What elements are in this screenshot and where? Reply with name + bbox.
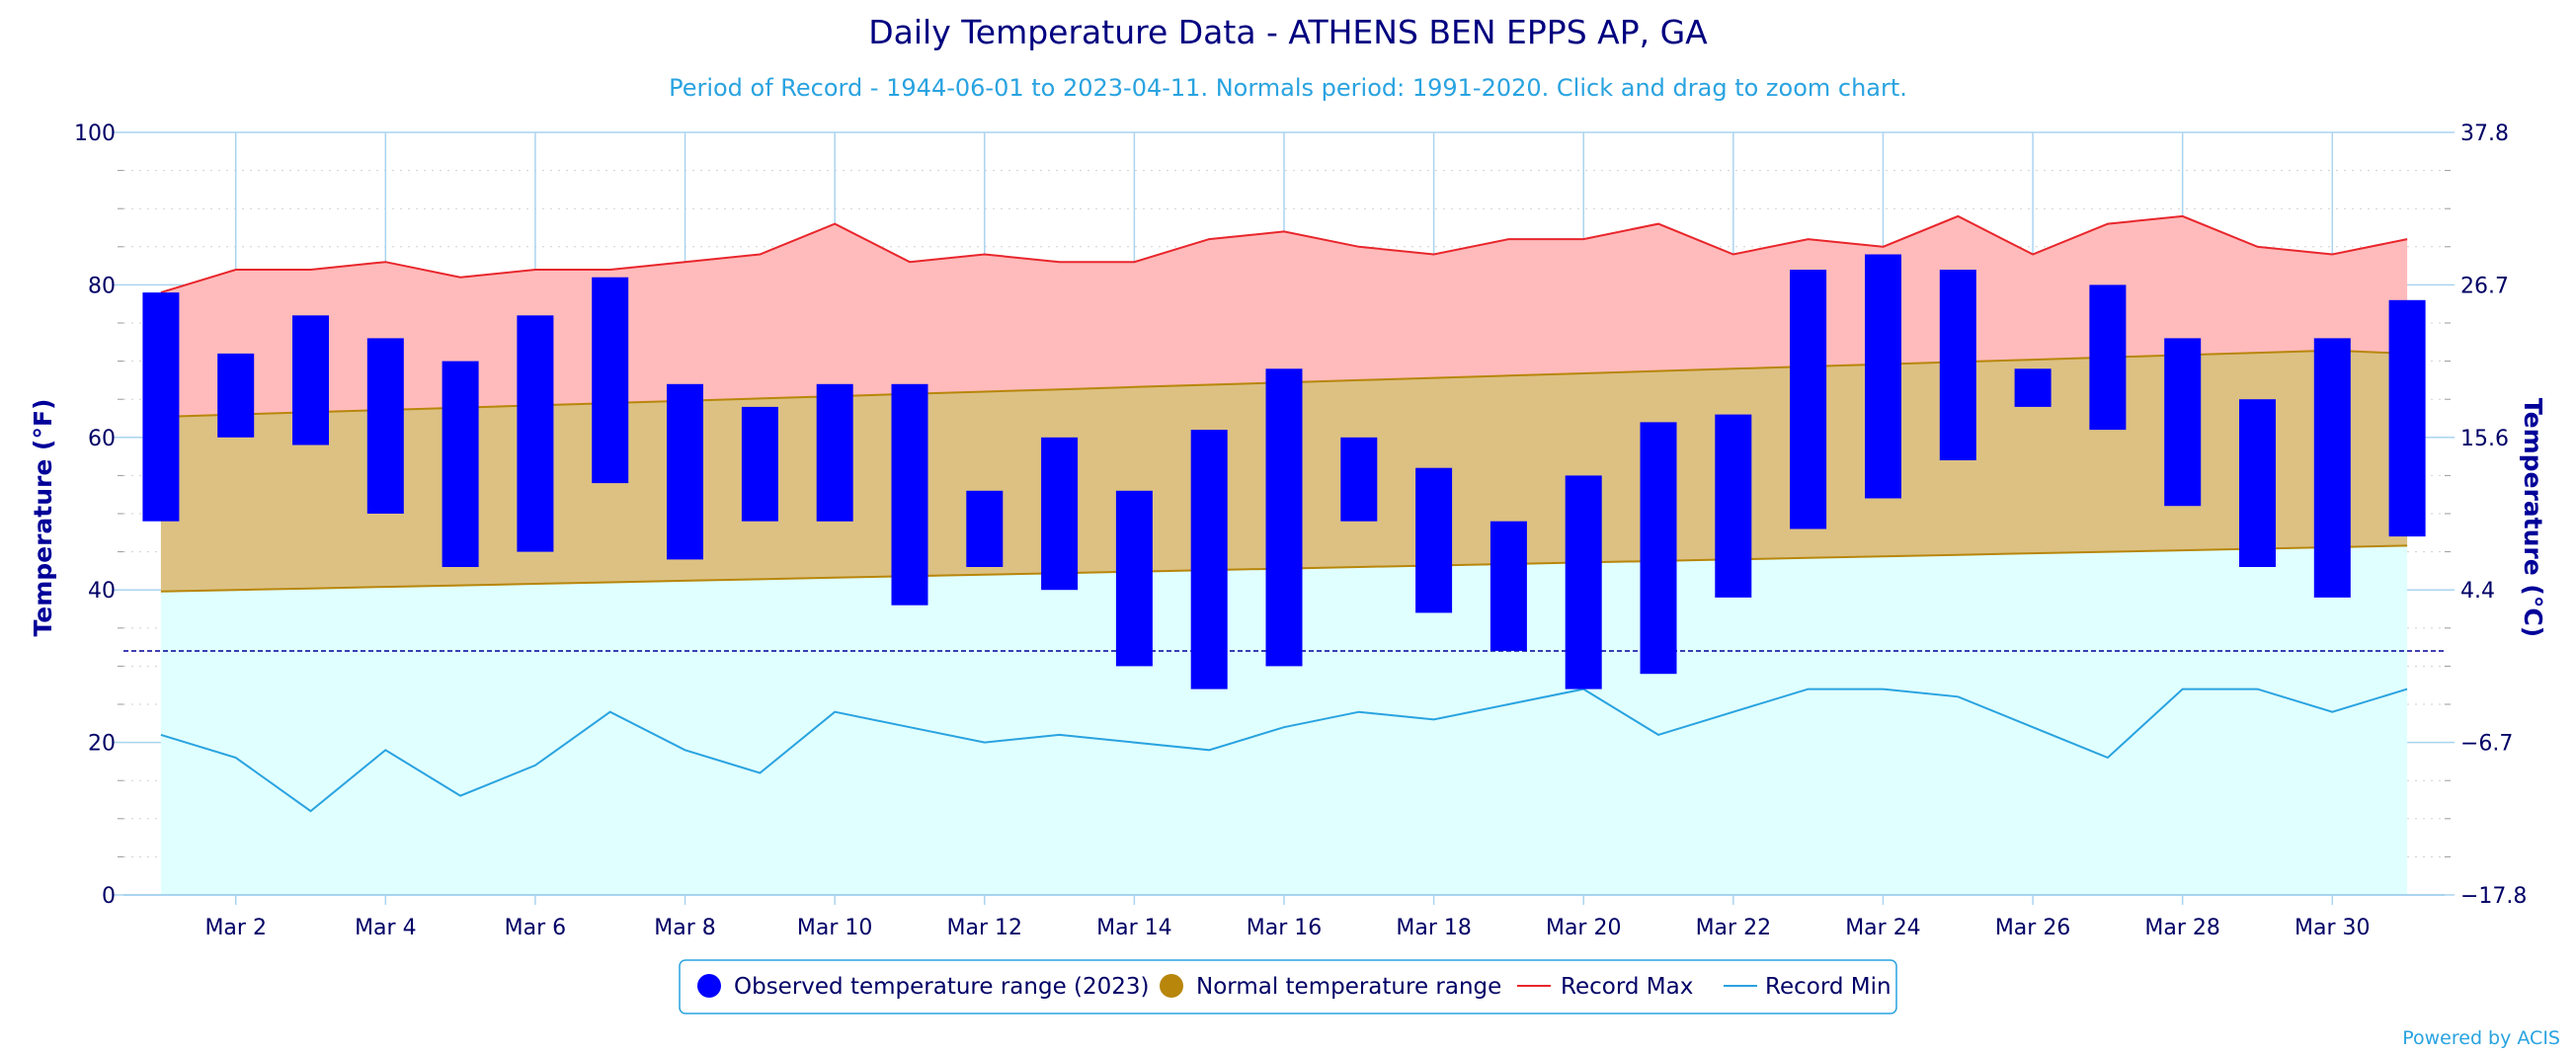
y-axis-title-left: Temperature (°F) bbox=[29, 399, 57, 637]
y-tick-label-left: 40 bbox=[88, 579, 116, 604]
x-tick-label: Mar 14 bbox=[1096, 916, 1172, 940]
observed-bar-day-22 bbox=[1715, 414, 1752, 598]
observed-bar-day-6 bbox=[517, 315, 554, 552]
observed-bar-day-10 bbox=[816, 383, 853, 522]
observed-bar-day-25 bbox=[1939, 270, 1976, 460]
observed-bar-day-23 bbox=[1790, 270, 1827, 529]
chart-subtitle: Period of Record - 1944-06-01 to 2023-04… bbox=[669, 74, 1907, 102]
observed-bar-day-14 bbox=[1115, 490, 1153, 667]
legend-observed-symbol bbox=[697, 974, 721, 998]
y-tick-label-left: 80 bbox=[88, 274, 116, 298]
observed-bar-day-18 bbox=[1415, 467, 1453, 613]
observed-bar-day-13 bbox=[1041, 437, 1079, 591]
legend-normal-label[interactable]: Normal temperature range bbox=[1196, 974, 1501, 1000]
observed-bar-day-19 bbox=[1489, 521, 1527, 651]
observed-bar-day-3 bbox=[292, 315, 329, 446]
observed-bar-day-16 bbox=[1265, 368, 1303, 667]
x-tick-label: Mar 26 bbox=[1995, 916, 2071, 940]
observed-bar-day-7 bbox=[592, 277, 629, 484]
chart-legend[interactable]: Observed temperature range (2023) Normal… bbox=[679, 959, 1897, 1014]
x-tick-label: Mar 16 bbox=[1247, 916, 1323, 940]
observed-bar-day-9 bbox=[741, 406, 778, 522]
y-tick-label-right: 37.8 bbox=[2460, 122, 2509, 146]
below-normal-area bbox=[160, 545, 2408, 895]
y-tick-label-left: 100 bbox=[74, 122, 116, 146]
legend-record-min-label[interactable]: Record Min bbox=[1765, 974, 1892, 1000]
observed-bar-day-1 bbox=[142, 292, 180, 522]
x-tick-label: Mar 22 bbox=[1696, 916, 1772, 940]
x-tick-label: Mar 12 bbox=[947, 916, 1023, 940]
chart-title: Daily Temperature Data - ATHENS BEN EPPS… bbox=[868, 13, 1708, 51]
observed-bar-day-29 bbox=[2239, 399, 2276, 567]
y-tick-label-left: 20 bbox=[88, 732, 116, 757]
observed-bar-day-28 bbox=[2164, 338, 2202, 507]
legend-box bbox=[679, 959, 1897, 1014]
x-tick-label: Mar 10 bbox=[797, 916, 873, 940]
observed-bar-day-8 bbox=[667, 383, 703, 560]
observed-bar-day-31 bbox=[2388, 299, 2426, 537]
x-tick-label: Mar 20 bbox=[1546, 916, 1622, 940]
x-tick-label: Mar 4 bbox=[355, 916, 417, 940]
x-tick-label: Mar 2 bbox=[204, 916, 267, 940]
observed-bar-day-5 bbox=[442, 361, 479, 567]
y-tick-label-right: 4.4 bbox=[2460, 579, 2495, 604]
axes: 0 −17.8 20 −6.7 40 4.4 60 15.6 80 26.7 100 37.8 Mar … bbox=[74, 122, 2527, 940]
legend-record-max-label[interactable]: Record Max bbox=[1561, 974, 1693, 1000]
record-max-line bbox=[160, 214, 2408, 294]
y-axis-title-right: Temperature (°C) bbox=[2519, 398, 2547, 637]
observed-bar-day-21 bbox=[1640, 422, 1677, 675]
observed-bar-day-20 bbox=[1565, 475, 1602, 689]
observed-bar-day-12 bbox=[966, 490, 1004, 567]
observed-bar-day-15 bbox=[1190, 430, 1228, 689]
legend-normal-symbol bbox=[1160, 974, 1183, 998]
observed-bar-day-2 bbox=[217, 353, 255, 438]
record-min-line bbox=[160, 688, 2408, 813]
record-range-area bbox=[160, 215, 2408, 417]
x-tick-label: Mar 8 bbox=[654, 916, 716, 940]
observed-bar-day-26 bbox=[2014, 368, 2052, 407]
y-tick-label-right: 15.6 bbox=[2460, 427, 2509, 451]
x-tick-label: Mar 24 bbox=[1845, 916, 1921, 940]
observed-bar-day-27 bbox=[2089, 284, 2127, 431]
y-tick-label-right: −6.7 bbox=[2460, 732, 2513, 757]
observed-bar-day-17 bbox=[1340, 437, 1378, 522]
y-tick-label-left: 60 bbox=[88, 427, 116, 451]
y-tick-label-right: 26.7 bbox=[2460, 274, 2509, 298]
observed-bars bbox=[142, 254, 2426, 689]
observed-bar-day-4 bbox=[366, 338, 404, 514]
y-tick-label-left: 0 bbox=[102, 884, 116, 909]
x-tick-label: Mar 6 bbox=[505, 916, 567, 940]
legend-observed-label[interactable]: Observed temperature range (2023) bbox=[734, 974, 1150, 1000]
observed-bar-day-30 bbox=[2313, 338, 2351, 598]
credit-link[interactable]: Powered by ACIS bbox=[2402, 1027, 2560, 1049]
y-tick-label-right: −17.8 bbox=[2460, 884, 2527, 909]
observed-bar-day-11 bbox=[891, 383, 928, 606]
observed-bar-day-24 bbox=[1865, 254, 1901, 499]
x-tick-label: Mar 30 bbox=[2294, 916, 2371, 940]
x-tick-label: Mar 28 bbox=[2144, 916, 2220, 940]
x-tick-label: Mar 18 bbox=[1396, 916, 1472, 940]
